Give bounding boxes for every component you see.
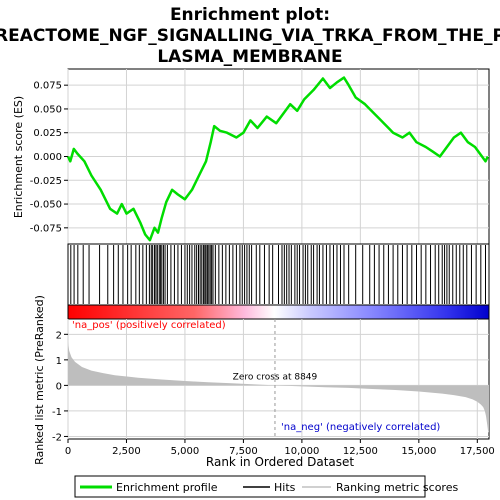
es-ylabel: Enrichment score (ES) bbox=[12, 96, 25, 218]
rank-ytick-label: -2 bbox=[52, 432, 62, 443]
rank-ylabel: Ranked list metric (PreRanked) bbox=[33, 295, 46, 465]
rank-xtick-label: 12,500 bbox=[343, 446, 378, 457]
rank-y-ticks: -2 -1 0 1 2 bbox=[52, 330, 68, 443]
enrichment-profile-line bbox=[66, 76, 489, 242]
es-ytick-label: 0.075 bbox=[33, 81, 62, 92]
rank-xtick-label: 15,000 bbox=[401, 446, 436, 457]
legend-label-metric: Ranking metric scores bbox=[336, 481, 458, 494]
title-line-1: Enrichment plot: bbox=[170, 5, 330, 25]
rank-ytick-label: -1 bbox=[52, 407, 62, 418]
heat-gradient bbox=[67, 304, 490, 320]
hits-panel bbox=[67, 243, 490, 306]
es-ytick-label: 0.050 bbox=[33, 104, 62, 115]
rank-xtick-label: 7,500 bbox=[229, 446, 258, 457]
rank-x-ticks: 0 2,500 5,000 7,500 10,000 12,500 15,000 17,500 bbox=[65, 439, 495, 457]
title-line-3: LASMA_MEMBRANE bbox=[157, 47, 342, 67]
rank-xtick-label: 17,500 bbox=[460, 446, 495, 457]
es-ytick-label: 0.025 bbox=[33, 128, 62, 139]
legend: Enrichment profile Hits Ranking metric s… bbox=[74, 475, 458, 498]
zero-cross-label: Zero cross at 8849 bbox=[233, 372, 318, 382]
es-ytick-label: -0.075 bbox=[30, 223, 62, 234]
legend-label-hits: Hits bbox=[274, 481, 296, 494]
es-ytick-label: 0.000 bbox=[33, 152, 62, 163]
rank-panel: Zero cross at 8849 'na_pos' (positively … bbox=[33, 295, 495, 469]
es-ytick-label: -0.050 bbox=[30, 200, 62, 211]
pos-annotation: 'na_pos' (positively correlated) bbox=[72, 320, 226, 331]
rank-xtick-label: 5,000 bbox=[171, 446, 200, 457]
neg-annotation: 'na_neg' (negatively correlated) bbox=[281, 422, 440, 433]
chart-title: Enrichment plot: REACTOME_NGF_SIGNALLING… bbox=[0, 5, 500, 67]
rank-ytick-label: 0 bbox=[56, 381, 62, 392]
es-y-ticks: -0.075 -0.050 -0.025 0.000 0.025 0.050 0.075 bbox=[30, 81, 68, 234]
es-grid bbox=[67, 69, 489, 244]
hit-lines bbox=[70, 245, 486, 304]
rank-xtick-label: 10,000 bbox=[284, 446, 319, 457]
rank-ytick-label: 1 bbox=[56, 356, 62, 367]
legend-label-profile: Enrichment profile bbox=[116, 481, 218, 494]
title-line-2: REACTOME_NGF_SIGNALLING_VIA_TRKA_FROM_TH… bbox=[0, 26, 500, 46]
rank-xtick-label: 2,500 bbox=[112, 446, 141, 457]
ranking-metric-area bbox=[68, 342, 489, 433]
rank-ytick-label: 2 bbox=[56, 330, 62, 341]
rank-xlabel: Rank in Ordered Dataset bbox=[206, 455, 354, 469]
es-ytick-label: -0.025 bbox=[30, 176, 62, 187]
rank-grid bbox=[67, 319, 489, 439]
rank-xtick-label: 0 bbox=[65, 446, 71, 457]
es-panel: -0.075 -0.050 -0.025 0.000 0.025 0.050 0.075 E… bbox=[12, 68, 490, 245]
rank-heat-bar bbox=[67, 304, 490, 320]
